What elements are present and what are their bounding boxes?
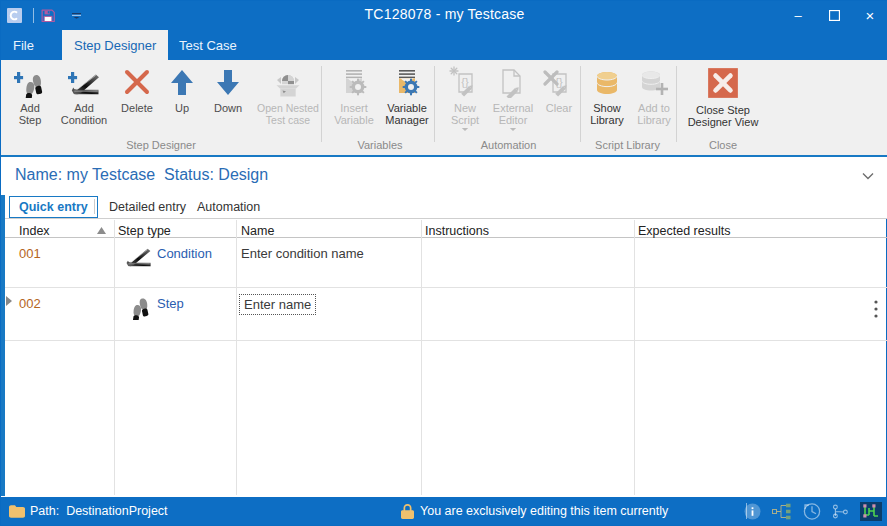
svg-text:{}: {} [461, 76, 469, 88]
